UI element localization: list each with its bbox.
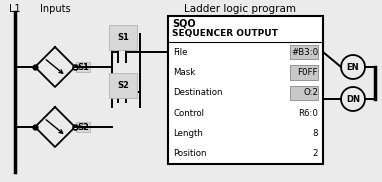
Text: Inputs: Inputs (40, 4, 70, 14)
Text: Destination: Destination (173, 88, 222, 97)
Text: Length: Length (173, 129, 203, 138)
Text: R6:0: R6:0 (298, 109, 318, 118)
Text: 8: 8 (312, 129, 318, 138)
Text: L1: L1 (9, 4, 21, 14)
FancyBboxPatch shape (290, 86, 318, 100)
Text: DN: DN (346, 94, 360, 104)
FancyBboxPatch shape (290, 45, 318, 60)
Text: O:2: O:2 (303, 88, 318, 97)
Text: S1: S1 (117, 33, 129, 42)
Text: S1: S1 (77, 62, 89, 72)
Text: Position: Position (173, 149, 207, 158)
FancyBboxPatch shape (76, 122, 90, 132)
FancyBboxPatch shape (168, 16, 323, 164)
Text: S2: S2 (117, 81, 129, 90)
Text: F0FF: F0FF (298, 68, 318, 77)
Text: #B3:0: #B3:0 (291, 48, 318, 57)
Text: Control: Control (173, 109, 204, 118)
Text: 2: 2 (312, 149, 318, 158)
Text: Mask: Mask (173, 68, 195, 77)
Text: S2: S2 (77, 122, 89, 132)
Text: SEQUENCER OUTPUT: SEQUENCER OUTPUT (172, 29, 278, 38)
Text: SQO: SQO (172, 19, 196, 29)
FancyBboxPatch shape (76, 62, 90, 72)
Text: File: File (173, 48, 188, 57)
Text: Ladder logic program: Ladder logic program (184, 4, 296, 14)
FancyBboxPatch shape (290, 65, 318, 80)
Text: EN: EN (347, 62, 359, 72)
